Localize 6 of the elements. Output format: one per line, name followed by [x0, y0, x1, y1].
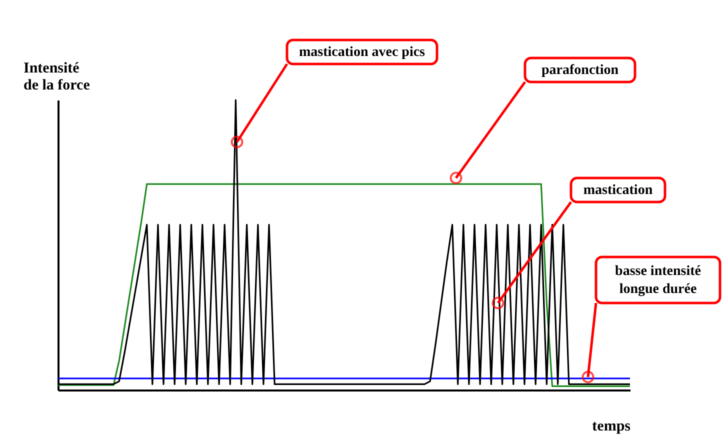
annotation: mastication	[583, 183, 653, 198]
x-axis-title: temps	[592, 418, 631, 434]
annotation: basse intensité longue durée	[615, 264, 701, 297]
text: mastication avec pics	[299, 45, 426, 60]
y-axis-title: Intensité de la force	[24, 60, 90, 94]
text: parafonction	[542, 63, 619, 78]
